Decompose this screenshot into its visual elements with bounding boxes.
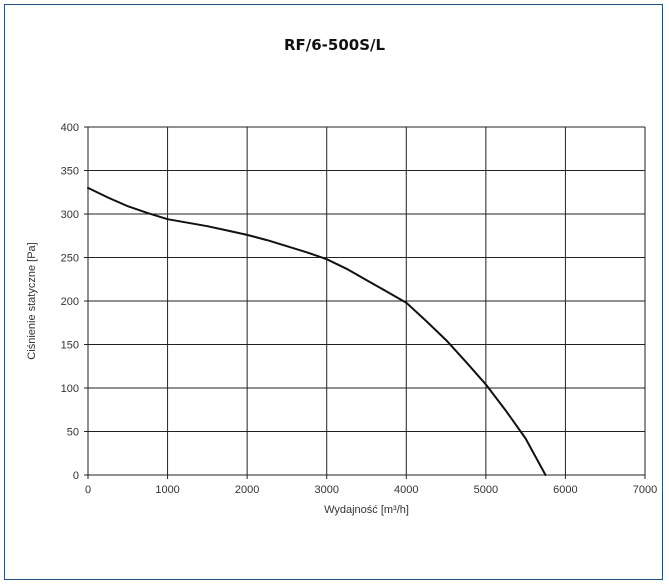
y-tick-label: 100 xyxy=(61,383,79,395)
y-tick-label: 200 xyxy=(61,296,79,308)
x-tick-label: 1000 xyxy=(155,484,179,496)
x-tick-label: 5000 xyxy=(474,484,498,496)
y-tick-label: 250 xyxy=(61,253,79,265)
y-tick-label: 0 xyxy=(73,470,79,482)
series-line xyxy=(87,186,547,476)
y-axis-label: Ciśnienie statyczne [Pa] xyxy=(26,242,38,359)
y-tick-label: 50 xyxy=(67,427,79,439)
y-tick-label: 150 xyxy=(61,340,79,352)
y-tick-label: 350 xyxy=(61,166,79,178)
chart-ticks: 0 1000 2000 3000 4000 5000 6000 7000 0 50 100 150 20… xyxy=(61,122,658,496)
x-tick-label: 0 xyxy=(85,484,91,496)
y-tick-label: 400 xyxy=(61,122,79,134)
x-tick-label: 2000 xyxy=(235,484,259,496)
x-tick-label: 3000 xyxy=(314,484,338,496)
x-tick-label: 6000 xyxy=(553,484,577,496)
chart-frame xyxy=(4,4,663,580)
x-tick-label: 7000 xyxy=(633,484,657,496)
x-tick-label: 4000 xyxy=(394,484,418,496)
y-tick-label: 300 xyxy=(61,209,79,221)
x-axis-label: Wydajność [m³/h] xyxy=(324,504,409,516)
chart-grid xyxy=(87,126,646,476)
chart-title: RF/6-500S/L xyxy=(283,36,386,54)
